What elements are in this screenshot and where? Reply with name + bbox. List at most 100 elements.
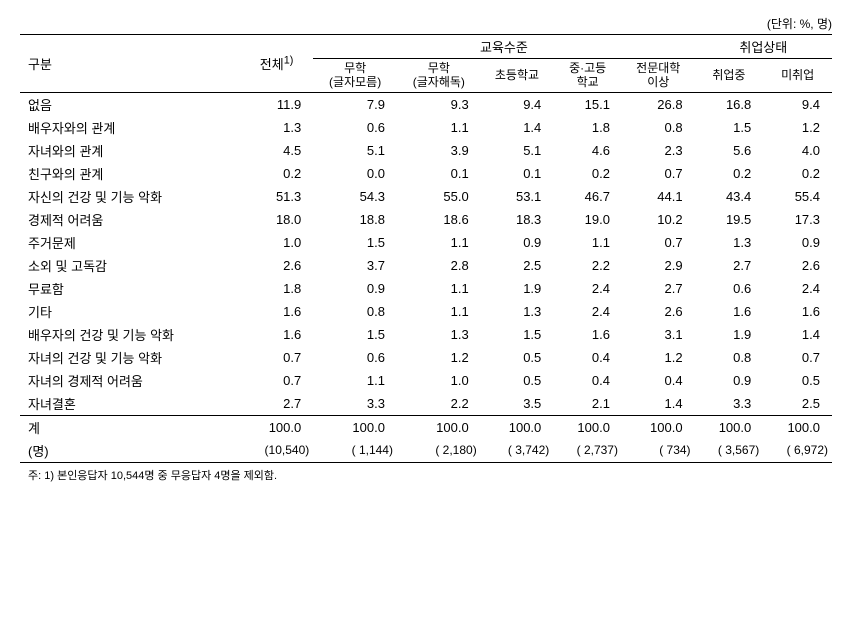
data-cell: 0.6 xyxy=(313,346,397,369)
data-cell: 1.6 xyxy=(553,323,622,346)
header-edu4: 중·고등학교 xyxy=(553,59,622,93)
data-cell: 1.1 xyxy=(397,300,481,323)
data-cell: 1.5 xyxy=(481,323,554,346)
row-label: 자녀의 경제적 어려움 xyxy=(20,369,240,392)
data-cell: 2.6 xyxy=(240,254,313,277)
data-cell: 0.5 xyxy=(763,369,832,392)
count-cell: ( 3,742) xyxy=(481,439,554,463)
data-cell: 3.1 xyxy=(622,323,695,346)
data-table: 구분 전체1) 교육수준 취업상태 무학(글자모름) 무학(글자해독) 초등학교… xyxy=(20,34,832,463)
data-cell: 1.1 xyxy=(553,231,622,254)
header-emp1: 취업중 xyxy=(695,59,764,93)
data-cell: 2.9 xyxy=(622,254,695,277)
count-cell: ( 3,567) xyxy=(695,439,764,463)
data-cell: 0.2 xyxy=(695,162,764,185)
data-cell: 1.3 xyxy=(481,300,554,323)
header-emp-group: 취업상태 xyxy=(695,35,832,59)
table-row: 자녀의 경제적 어려움0.71.11.00.50.40.40.90.5 xyxy=(20,369,832,392)
data-cell: 4.6 xyxy=(553,139,622,162)
table-row: 무료함1.80.91.11.92.42.70.62.4 xyxy=(20,277,832,300)
data-cell: 1.9 xyxy=(695,323,764,346)
table-row: 친구와의 관계0.20.00.10.10.20.70.20.2 xyxy=(20,162,832,185)
data-cell: 0.0 xyxy=(313,162,397,185)
footnote: 주: 1) 본인응답자 10,544명 중 무응답자 4명을 제외함. xyxy=(20,467,832,483)
data-cell: 7.9 xyxy=(313,92,397,116)
row-label: 자녀와의 관계 xyxy=(20,139,240,162)
table-row: 기타1.60.81.11.32.42.61.61.6 xyxy=(20,300,832,323)
data-cell: 1.5 xyxy=(313,231,397,254)
data-cell: 3.9 xyxy=(397,139,481,162)
count-cell: (10,540) xyxy=(240,439,313,463)
row-label: 배우자와의 관계 xyxy=(20,116,240,139)
data-cell: 1.0 xyxy=(240,231,313,254)
header-edu1: 무학(글자모름) xyxy=(313,59,397,93)
data-cell: 2.4 xyxy=(553,277,622,300)
data-cell: 0.9 xyxy=(763,231,832,254)
data-cell: 1.5 xyxy=(695,116,764,139)
row-label: 주거문제 xyxy=(20,231,240,254)
data-cell: 17.3 xyxy=(763,208,832,231)
data-cell: 2.5 xyxy=(763,392,832,416)
data-cell: 0.9 xyxy=(313,277,397,300)
table-row: 자신의 건강 및 기능 악화51.354.355.053.146.744.143… xyxy=(20,185,832,208)
data-cell: 0.9 xyxy=(695,369,764,392)
data-cell: 5.1 xyxy=(481,139,554,162)
count-cell: ( 2,737) xyxy=(553,439,622,463)
data-cell: 1.6 xyxy=(240,300,313,323)
count-cell: ( 734) xyxy=(622,439,695,463)
header-category: 구분 xyxy=(20,35,240,93)
count-row: (명) (10,540) ( 1,144) ( 2,180) ( 3,742) … xyxy=(20,439,832,463)
row-label: 배우자의 건강 및 기능 악화 xyxy=(20,323,240,346)
data-cell: 0.7 xyxy=(763,346,832,369)
data-cell: 0.5 xyxy=(481,369,554,392)
data-cell: 2.7 xyxy=(695,254,764,277)
row-label: 자녀결혼 xyxy=(20,392,240,416)
data-cell: 16.8 xyxy=(695,92,764,116)
data-cell: 0.6 xyxy=(313,116,397,139)
data-cell: 18.3 xyxy=(481,208,554,231)
data-cell: 2.6 xyxy=(622,300,695,323)
data-cell: 0.6 xyxy=(695,277,764,300)
data-cell: 2.6 xyxy=(763,254,832,277)
data-cell: 2.2 xyxy=(553,254,622,277)
data-cell: 3.3 xyxy=(313,392,397,416)
data-cell: 1.1 xyxy=(397,116,481,139)
table-row: 배우자의 건강 및 기능 악화1.61.51.31.51.63.11.91.4 xyxy=(20,323,832,346)
data-cell: 15.1 xyxy=(553,92,622,116)
data-cell: 55.4 xyxy=(763,185,832,208)
data-cell: 1.2 xyxy=(763,116,832,139)
data-cell: 0.8 xyxy=(313,300,397,323)
data-cell: 4.5 xyxy=(240,139,313,162)
data-cell: 0.5 xyxy=(481,346,554,369)
data-cell: 1.3 xyxy=(240,116,313,139)
data-cell: 1.6 xyxy=(695,300,764,323)
data-cell: 18.6 xyxy=(397,208,481,231)
row-label: 자녀의 건강 및 기능 악화 xyxy=(20,346,240,369)
data-cell: 2.4 xyxy=(553,300,622,323)
count-cell: ( 1,144) xyxy=(313,439,397,463)
data-cell: 5.6 xyxy=(695,139,764,162)
data-cell: 44.1 xyxy=(622,185,695,208)
data-cell: 2.3 xyxy=(622,139,695,162)
data-cell: 1.3 xyxy=(397,323,481,346)
data-cell: 1.4 xyxy=(622,392,695,416)
data-cell: 1.1 xyxy=(397,231,481,254)
data-cell: 0.9 xyxy=(481,231,554,254)
total-cell: 100.0 xyxy=(481,415,554,439)
data-cell: 18.0 xyxy=(240,208,313,231)
data-cell: 46.7 xyxy=(553,185,622,208)
data-cell: 1.2 xyxy=(622,346,695,369)
total-row: 계 100.0 100.0 100.0 100.0 100.0 100.0 10… xyxy=(20,415,832,439)
table-row: 소외 및 고독감2.63.72.82.52.22.92.72.6 xyxy=(20,254,832,277)
data-cell: 51.3 xyxy=(240,185,313,208)
data-cell: 9.4 xyxy=(481,92,554,116)
table-row: 주거문제1.01.51.10.91.10.71.30.9 xyxy=(20,231,832,254)
data-cell: 0.1 xyxy=(481,162,554,185)
data-cell: 2.1 xyxy=(553,392,622,416)
data-cell: 1.1 xyxy=(313,369,397,392)
row-label: 무료함 xyxy=(20,277,240,300)
table-row: 없음11.97.99.39.415.126.816.89.4 xyxy=(20,92,832,116)
data-cell: 9.3 xyxy=(397,92,481,116)
data-cell: 4.0 xyxy=(763,139,832,162)
count-label: (명) xyxy=(20,439,240,463)
